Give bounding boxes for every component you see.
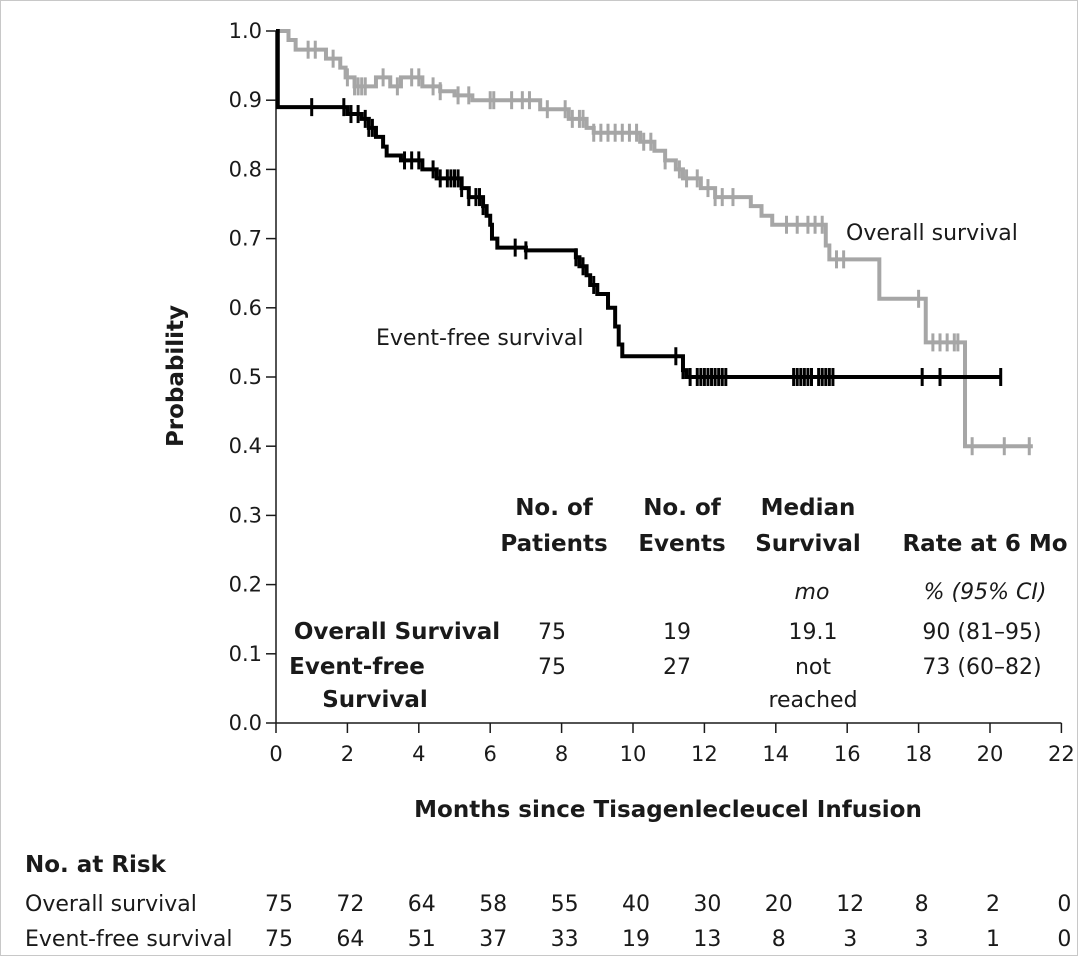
table-unit: % (95% CI) [924, 580, 1047, 605]
risk-value: 55 [551, 892, 579, 917]
risk-value: 64 [408, 892, 436, 917]
risk-table: No. at Risk Overall survival 75 72 64 58 55 40 3… [25, 852, 1071, 952]
risk-value: 64 [336, 927, 364, 952]
table-patients: 75 [538, 655, 566, 680]
event-free-survival-curve [275, 29, 1001, 379]
table-header: No. of [515, 495, 594, 521]
risk-value: 1 [986, 927, 1000, 952]
risk-value: 72 [336, 892, 364, 917]
y-tick-label: 0.8 [229, 157, 262, 181]
x-tick-label: 18 [905, 742, 932, 766]
risk-value: 0 [1057, 892, 1071, 917]
y-tick-label: 0.5 [229, 365, 262, 389]
table-row-label: Overall Survival [294, 619, 500, 645]
x-tick-label: 2 [341, 742, 354, 766]
table-patients: 75 [538, 620, 566, 645]
x-tick-label: 12 [691, 742, 718, 766]
table-header: Median [761, 495, 856, 521]
x-tick-label: 16 [834, 742, 861, 766]
risk-value: 58 [479, 892, 507, 917]
y-tick-label: 0.9 [229, 88, 262, 112]
table-median: 19.1 [789, 620, 838, 645]
table-header: Survival [755, 531, 861, 557]
table-median: not [795, 655, 831, 680]
y-tick-label: 0.4 [229, 434, 262, 458]
risk-value: 13 [693, 927, 721, 952]
table-header: Events [638, 531, 725, 557]
y-tick-label: 0.2 [229, 573, 262, 597]
risk-value: 2 [986, 892, 1000, 917]
x-tick-label: 22 [1048, 742, 1075, 766]
x-tick-label: 0 [269, 742, 282, 766]
y-axis-title: Probability [163, 305, 189, 447]
table-median: reached [768, 688, 857, 713]
risk-value: 0 [1057, 927, 1071, 952]
table-header: Patients [500, 531, 607, 557]
x-tick-label: 20 [977, 742, 1004, 766]
risk-value: 37 [479, 927, 507, 952]
table-row-label: Event-free [289, 654, 425, 680]
table-unit: mo [795, 580, 830, 605]
risk-value: 33 [551, 927, 579, 952]
risk-value: 8 [772, 927, 786, 952]
table-events: 19 [663, 620, 691, 645]
y-tick-label: 0.7 [229, 227, 262, 251]
x-tick-label: 6 [484, 742, 497, 766]
curves [275, 29, 1033, 456]
risk-value: 20 [765, 892, 793, 917]
axes: 0.0 0.1 0.2 0.3 0.4 0.5 0.6 0.7 0.8 0.9 1.0 0 2 4 6 8 10… [229, 19, 1075, 766]
risk-table-title: No. at Risk [25, 852, 167, 878]
risk-value: 19 [622, 927, 650, 952]
x-tick-label: 10 [620, 742, 647, 766]
table-events: 27 [663, 655, 691, 680]
risk-value: 12 [836, 892, 864, 917]
x-axis-title: Months since Tisagenlecleucel Infusion [414, 797, 922, 823]
y-tick-label: 0.6 [229, 296, 262, 320]
y-tick-label: 0.3 [229, 503, 262, 527]
y-tick-label: 0.0 [229, 711, 262, 735]
x-tick-label: 4 [412, 742, 425, 766]
table-header: Rate at 6 Mo [902, 531, 1067, 557]
x-tick-label: 8 [555, 742, 568, 766]
table-rate: 73 (60–82) [922, 655, 1041, 680]
risk-value: 3 [843, 927, 857, 952]
y-tick-label: 1.0 [229, 19, 262, 43]
x-tick-label: 14 [762, 742, 789, 766]
risk-row-label: Overall survival [25, 892, 197, 917]
summary-table: No. of Patients No. of Events Median Survival… [289, 495, 1067, 713]
table-rate: 90 (81–95) [922, 620, 1041, 645]
risk-value: 8 [915, 892, 929, 917]
risk-value: 3 [915, 927, 929, 952]
event-free-survival-label: Event-free survival [376, 326, 584, 351]
overall-survival-label: Overall survival [846, 221, 1018, 246]
risk-value: 51 [408, 927, 436, 952]
risk-value: 75 [265, 927, 293, 952]
risk-value: 30 [693, 892, 721, 917]
y-tick-label: 0.1 [229, 642, 262, 666]
risk-row-label: Event-free survival [25, 927, 233, 952]
table-row-label: Survival [322, 687, 428, 713]
table-header: No. of [643, 495, 722, 521]
risk-value: 40 [622, 892, 650, 917]
risk-value: 75 [265, 892, 293, 917]
